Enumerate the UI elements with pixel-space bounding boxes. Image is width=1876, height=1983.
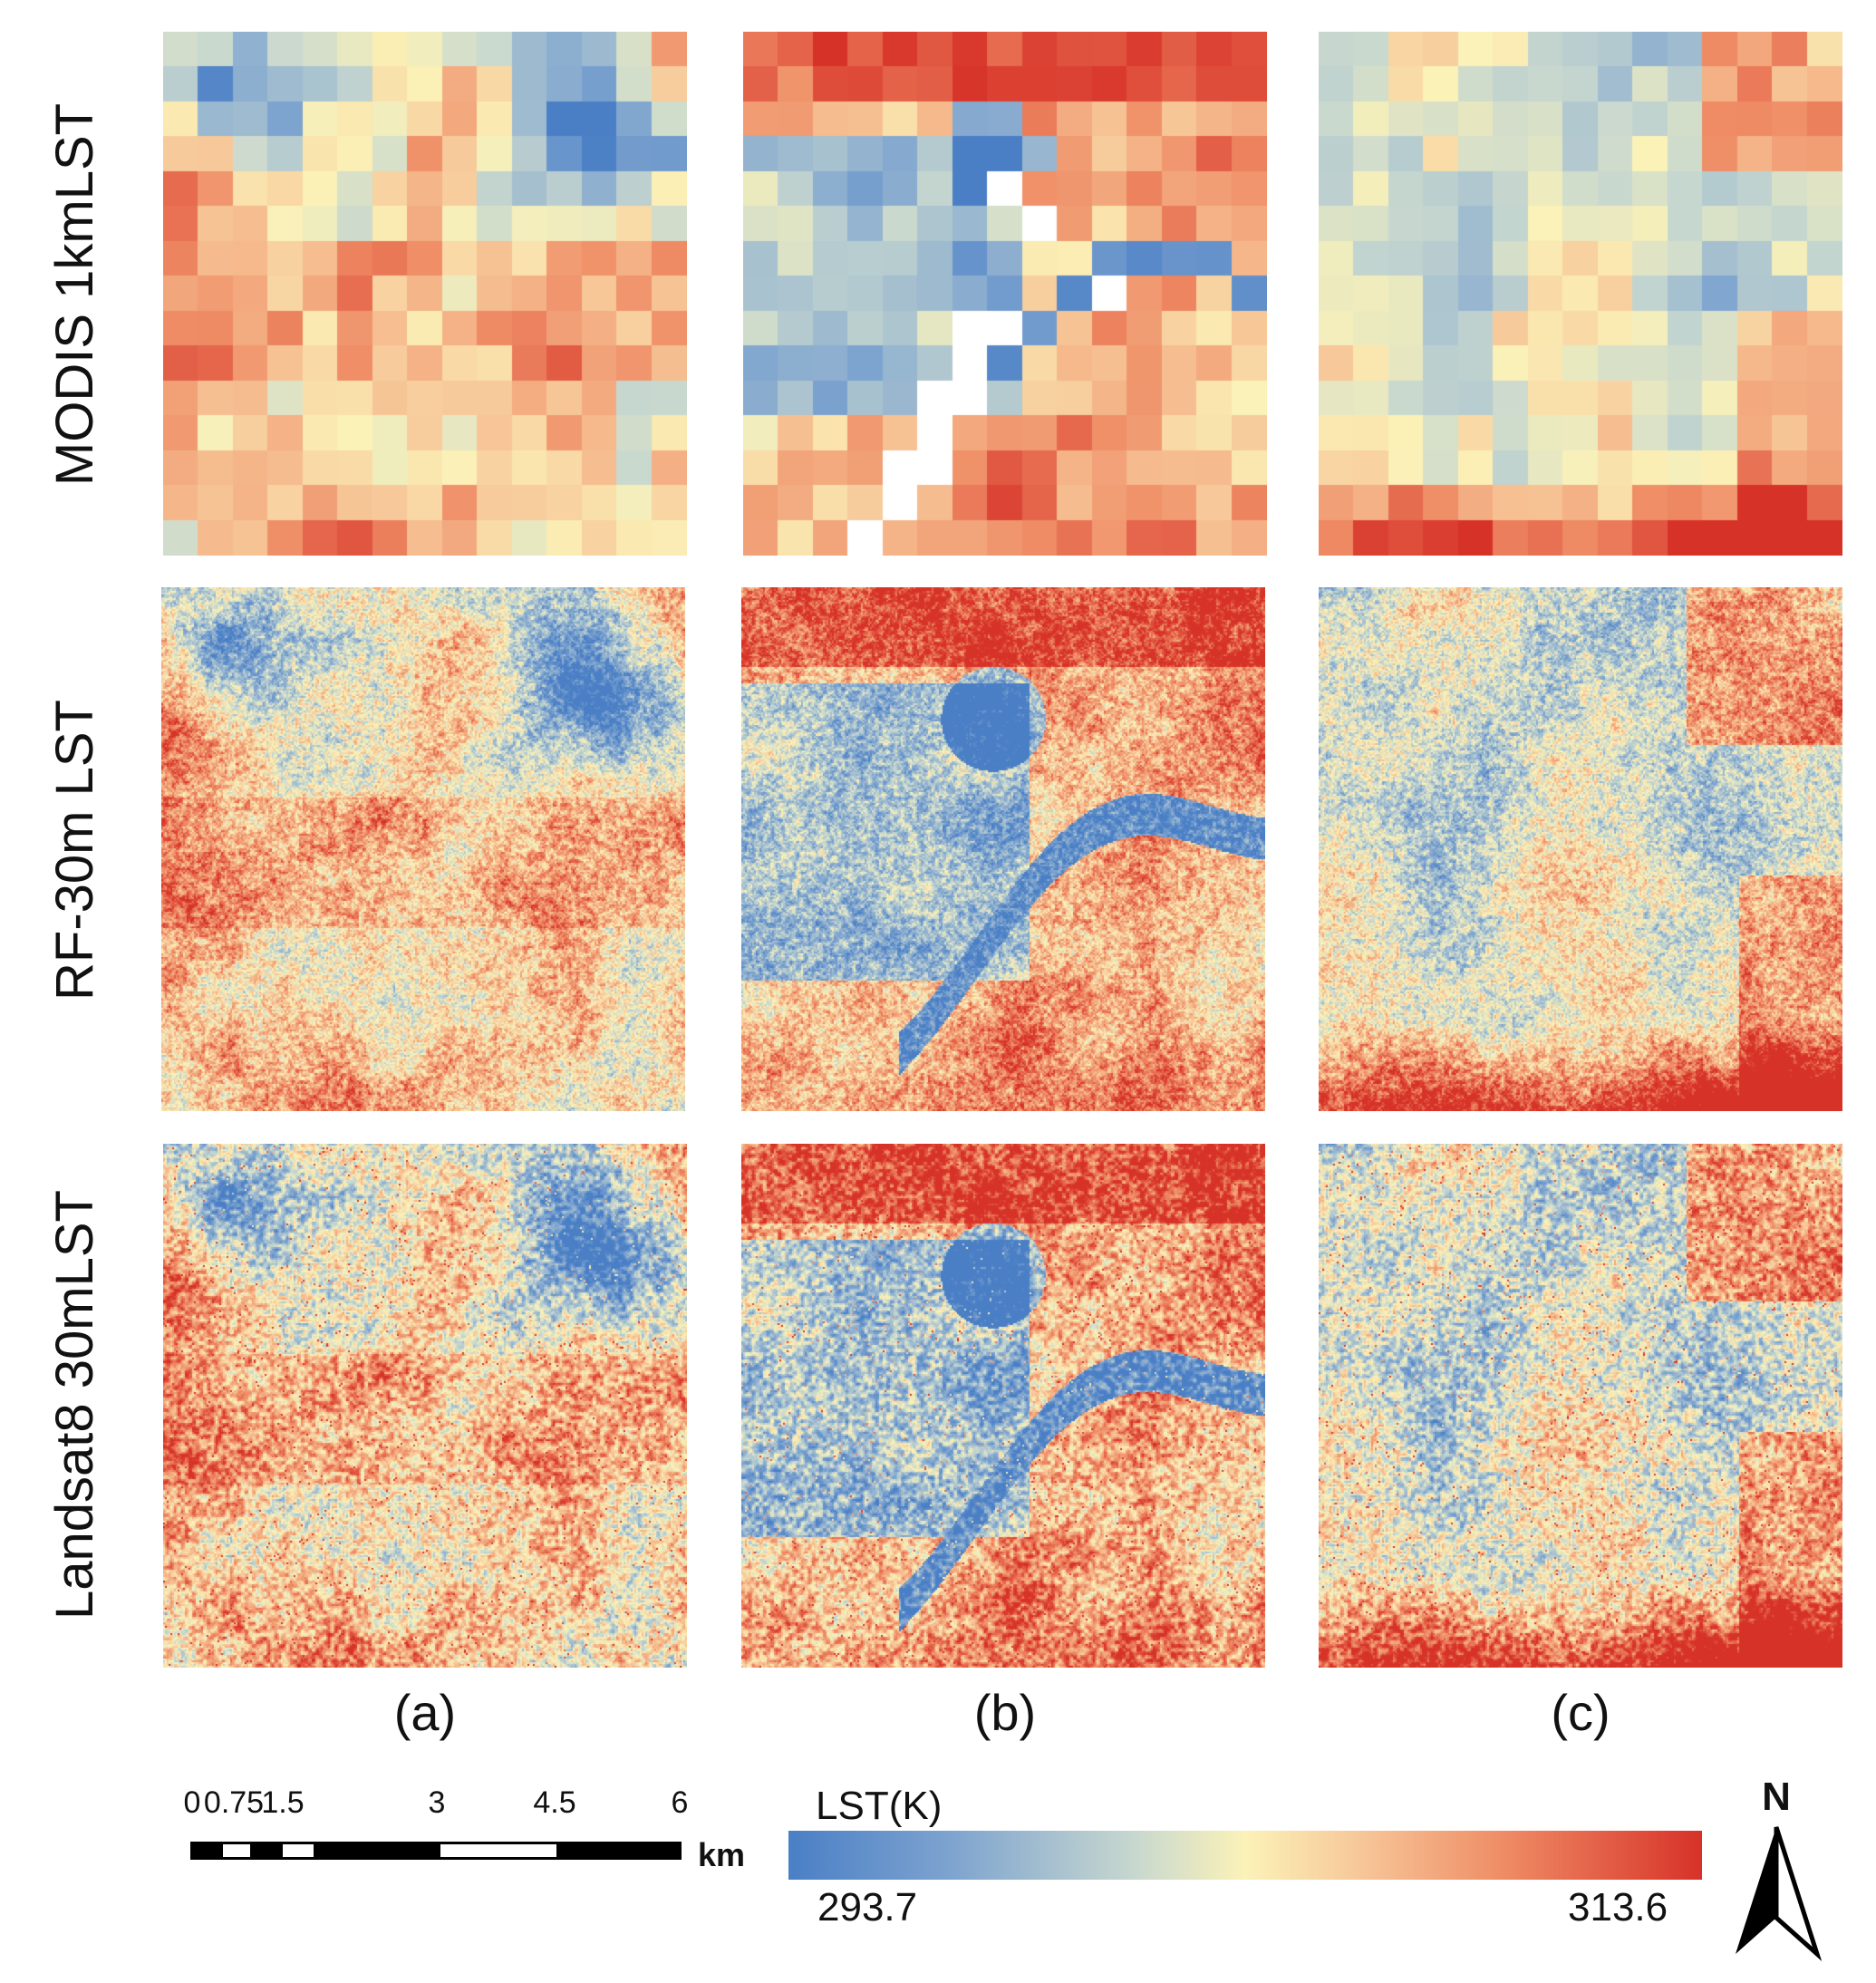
legend-colorbar xyxy=(788,1831,1702,1880)
map-panel-rf-a xyxy=(161,587,685,1111)
scale-tick-0.75: 0.75 xyxy=(203,1785,265,1820)
scale-tick-1.5: 1.5 xyxy=(261,1785,305,1820)
legend-max-value: 313.6 xyxy=(1568,1885,1668,1930)
map-panel-rf-b xyxy=(741,587,1265,1111)
row-label-modis-text: MODIS 1kmLST xyxy=(45,102,105,487)
map-panel-modis-b xyxy=(743,32,1267,556)
scale-tick-3: 3 xyxy=(428,1785,446,1820)
north-arrow-icon xyxy=(1736,1826,1823,1961)
legend-title: LST(K) xyxy=(816,1784,943,1828)
scale-segment-4 xyxy=(280,1842,316,1860)
scale-segment-3 xyxy=(250,1842,283,1860)
row-label-landsat: Landsat8 30mLST xyxy=(44,1142,107,1668)
map-panel-landsat-b xyxy=(741,1144,1265,1668)
scale-tick-6: 6 xyxy=(671,1785,689,1820)
scale-bar: 0 0.75 1.5 3 4.5 6 km xyxy=(181,1785,745,1912)
map-panel-modis-a xyxy=(163,32,687,556)
scale-segment-5 xyxy=(314,1842,440,1860)
legend-min-value: 293.7 xyxy=(817,1885,918,1930)
scale-tick-4.5: 4.5 xyxy=(533,1785,576,1820)
scale-segment-7 xyxy=(556,1842,682,1860)
column-label-a: (a) xyxy=(393,1684,457,1741)
scale-unit: km xyxy=(698,1836,746,1873)
row-label-landsat-text: Landsat8 30mLST xyxy=(45,1190,104,1620)
north-arrow: N xyxy=(1726,1775,1826,1965)
scale-segment-1 xyxy=(190,1842,223,1860)
map-panel-landsat-a xyxy=(163,1144,687,1668)
scale-tick-0: 0 xyxy=(183,1785,201,1820)
map-panel-landsat-c xyxy=(1319,1144,1842,1668)
column-label-c: (c) xyxy=(1551,1684,1610,1741)
row-label-rf: RF-30m LST xyxy=(44,587,107,1113)
north-label: N xyxy=(1762,1775,1791,1819)
scale-segment-6 xyxy=(438,1842,559,1860)
column-label-b: (b) xyxy=(973,1684,1037,1741)
map-panel-rf-c xyxy=(1319,587,1842,1111)
row-label-rf-text: RF-30m LST xyxy=(45,700,105,1001)
scale-segment-2 xyxy=(220,1842,253,1860)
row-label-modis: MODIS 1kmLST xyxy=(44,32,107,557)
map-panel-modis-c xyxy=(1319,32,1842,556)
